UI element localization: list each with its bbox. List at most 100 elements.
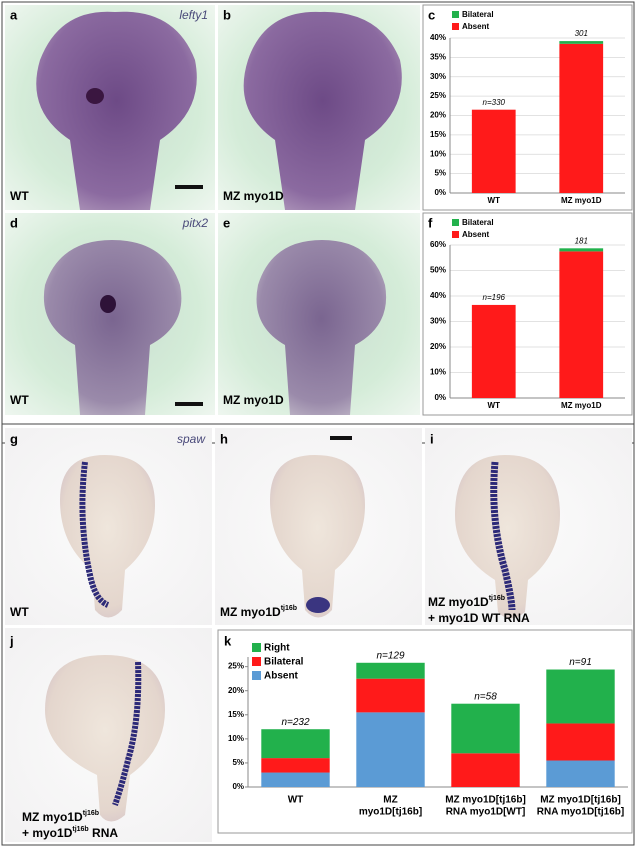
bar-label: n=330 — [483, 98, 506, 107]
caption: MZ myo1D — [223, 393, 284, 407]
y-tick-label: 30% — [430, 317, 446, 326]
y-tick-label: 20% — [228, 686, 244, 695]
y-tick-label: 40% — [430, 33, 446, 42]
panel-label: c — [428, 7, 435, 22]
frame-bottom — [1, 423, 635, 846]
image-e — [218, 213, 420, 415]
bar-segment — [559, 41, 604, 44]
gene-label: spaw — [177, 432, 206, 446]
bar-segment — [546, 669, 615, 724]
panel-label: b — [223, 7, 231, 22]
panel-label: g — [10, 431, 18, 446]
image-a — [5, 5, 215, 211]
y-tick-label: 15% — [228, 710, 244, 719]
legend-swatch — [452, 231, 459, 238]
bar-segment — [546, 760, 615, 787]
y-tick-label: 60% — [430, 240, 446, 249]
bar-label: n=196 — [483, 293, 506, 302]
legend-swatch — [452, 219, 459, 226]
image-i — [425, 428, 632, 625]
caption: WT — [10, 189, 29, 203]
bar-segment — [471, 304, 516, 398]
y-tick-label: 50% — [430, 266, 446, 275]
panel-label: e — [223, 215, 230, 230]
x-tick-label: WT — [488, 196, 501, 205]
bar-segment — [471, 109, 516, 193]
legend-label: Bilateral — [462, 218, 494, 227]
panel-label: d — [10, 215, 18, 230]
y-tick-label: 20% — [430, 342, 446, 351]
legend-swatch — [252, 657, 261, 666]
caption: + myo1D WT RNA — [428, 611, 530, 625]
x-tick-label: RNA myo1D[tj16b] — [537, 807, 624, 818]
legend-label: Bilateral — [264, 657, 304, 668]
bar-label: n=58 — [474, 691, 497, 702]
bar-segment — [356, 712, 425, 787]
y-tick-label: 5% — [434, 169, 446, 178]
bar-segment — [559, 251, 604, 398]
gene-label: pitx2 — [182, 216, 209, 230]
y-tick-label: 25% — [430, 91, 446, 100]
caption: MZ myo1D — [223, 189, 284, 203]
bar-segment — [261, 729, 330, 759]
y-tick-label: 35% — [430, 52, 446, 61]
x-tick-label: MZ myo1D — [561, 401, 602, 410]
bar-segment — [451, 703, 520, 754]
y-tick-label: 5% — [232, 758, 244, 767]
bar-label: n=129 — [376, 650, 405, 661]
bar-segment — [451, 753, 520, 787]
caption: MZ myo1Dtj16b — [428, 595, 505, 609]
legend-label: Bilateral — [462, 10, 494, 19]
bar-segment — [261, 758, 330, 773]
x-tick-label: MZ myo1D — [561, 196, 602, 205]
x-tick-label: RNA myo1D[WT] — [446, 807, 526, 818]
bar-segment — [559, 43, 604, 193]
y-tick-label: 10% — [430, 149, 446, 158]
panel-label: j — [9, 633, 14, 648]
legend-swatch — [452, 11, 459, 18]
legend-label: Absent — [462, 230, 489, 239]
y-tick-label: 0% — [434, 188, 446, 197]
y-tick-label: 10% — [430, 368, 446, 377]
caption: WT — [10, 605, 29, 619]
bar-label: n=91 — [569, 657, 592, 668]
image-d — [5, 213, 215, 415]
y-tick-label: 40% — [430, 291, 446, 300]
panel-label: h — [220, 431, 228, 446]
caption: + myo1Dtj16b RNA — [22, 826, 118, 840]
x-tick-label: WT — [288, 795, 304, 806]
x-tick-label: MZ myo1D[tj16b] — [540, 795, 621, 806]
panel-label: a — [10, 7, 18, 22]
panel-label: i — [430, 431, 434, 446]
gene-label: lefty1 — [179, 8, 208, 22]
y-tick-label: 20% — [430, 111, 446, 120]
panel-label: f — [428, 215, 433, 230]
y-tick-label: 30% — [430, 72, 446, 81]
x-tick-label: MZ myo1D[tj16b] — [445, 795, 526, 806]
bar-label: 301 — [575, 29, 588, 38]
x-tick-label: MZ — [383, 795, 397, 806]
caption: MZ myo1Dtj16b — [22, 810, 99, 824]
x-tick-label: WT — [488, 401, 501, 410]
legend-label: Absent — [264, 671, 299, 682]
legend-swatch — [252, 643, 261, 652]
legend-swatch — [252, 671, 261, 680]
y-tick-label: 0% — [232, 782, 244, 791]
y-tick-label: 0% — [434, 393, 446, 402]
legend-label: Right — [264, 643, 290, 654]
y-tick-label: 10% — [228, 734, 244, 743]
bar-segment — [546, 723, 615, 761]
panel-label: k — [224, 633, 232, 648]
bar-segment — [356, 678, 425, 713]
image-h — [215, 428, 422, 625]
legend-swatch — [452, 23, 459, 30]
x-tick-label: myo1D[tj16b] — [359, 807, 422, 818]
legend-label: Absent — [462, 22, 489, 31]
image-g — [5, 428, 212, 625]
caption: WT — [10, 393, 29, 407]
image-j — [5, 628, 212, 842]
y-tick-label: 25% — [228, 662, 244, 671]
bar-label: 181 — [575, 236, 588, 245]
caption: MZ myo1Dtj16b — [220, 605, 297, 619]
